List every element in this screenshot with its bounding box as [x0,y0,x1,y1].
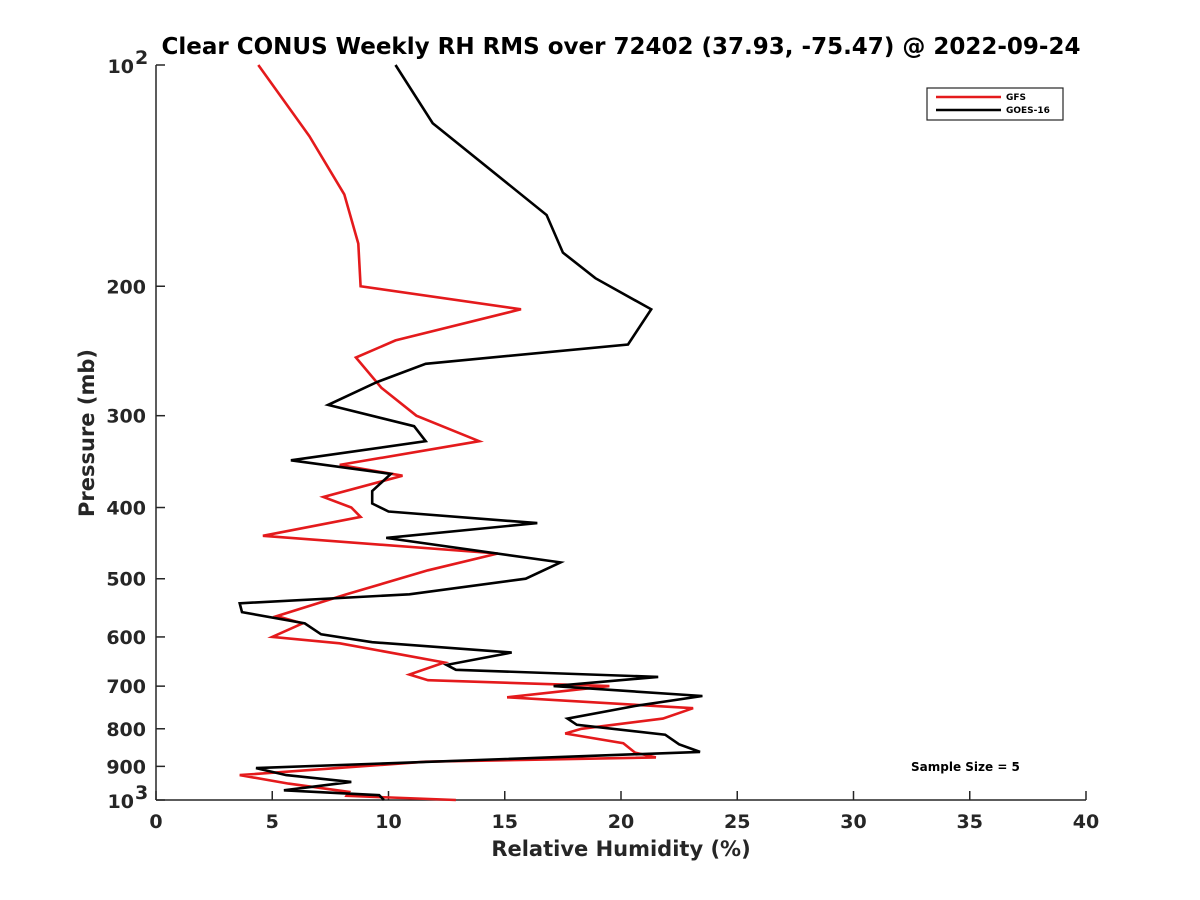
x-tick-label: 10 [375,811,401,833]
x-tick-label: 0 [149,811,162,833]
legend: GFS GOES-16 [926,87,1064,121]
y-tick-label: 300 [106,406,146,428]
x-tick-label: 5 [266,811,279,833]
chart-title: Clear CONUS Weekly RH RMS over 72402 (37… [162,34,1081,60]
series-line-goes16 [238,64,703,801]
x-tick-label: 35 [957,811,983,833]
x-axis-label: Relative Humidity (%) [491,837,750,861]
y-tick-label-base: 10 [108,56,134,78]
y-tick-label-exponent: 2 [135,47,148,69]
y-tick-label: 900 [106,756,146,778]
legend-box [926,87,1064,121]
x-tick-label: 20 [608,811,634,833]
y-tick-label: 600 [106,627,146,649]
y-tick-label: 700 [106,676,146,698]
legend-label-goes16: GOES-16 [1006,106,1050,116]
legend-label-gfs: GFS [1006,93,1026,103]
x-tick-label: 40 [1073,811,1099,833]
series-layer [238,64,703,802]
y-tick-label-exponent: 3 [135,782,148,804]
x-tick-label: 15 [492,811,518,833]
y-tick-label: 500 [106,569,146,591]
y-tick-label: 800 [106,719,146,741]
y-tick-label: 200 [106,276,146,298]
y-axis-label: Pressure (mb) [75,349,99,517]
x-axis-ticks: 0 5 10 15 20 25 30 35 40 [149,791,1099,833]
x-tick-label: 30 [840,811,866,833]
y-tick-label-base: 10 [108,791,134,813]
sample-size-annotation: Sample Size = 5 [911,760,1020,774]
x-tick-label: 25 [724,811,750,833]
y-tick-label: 400 [106,498,146,520]
